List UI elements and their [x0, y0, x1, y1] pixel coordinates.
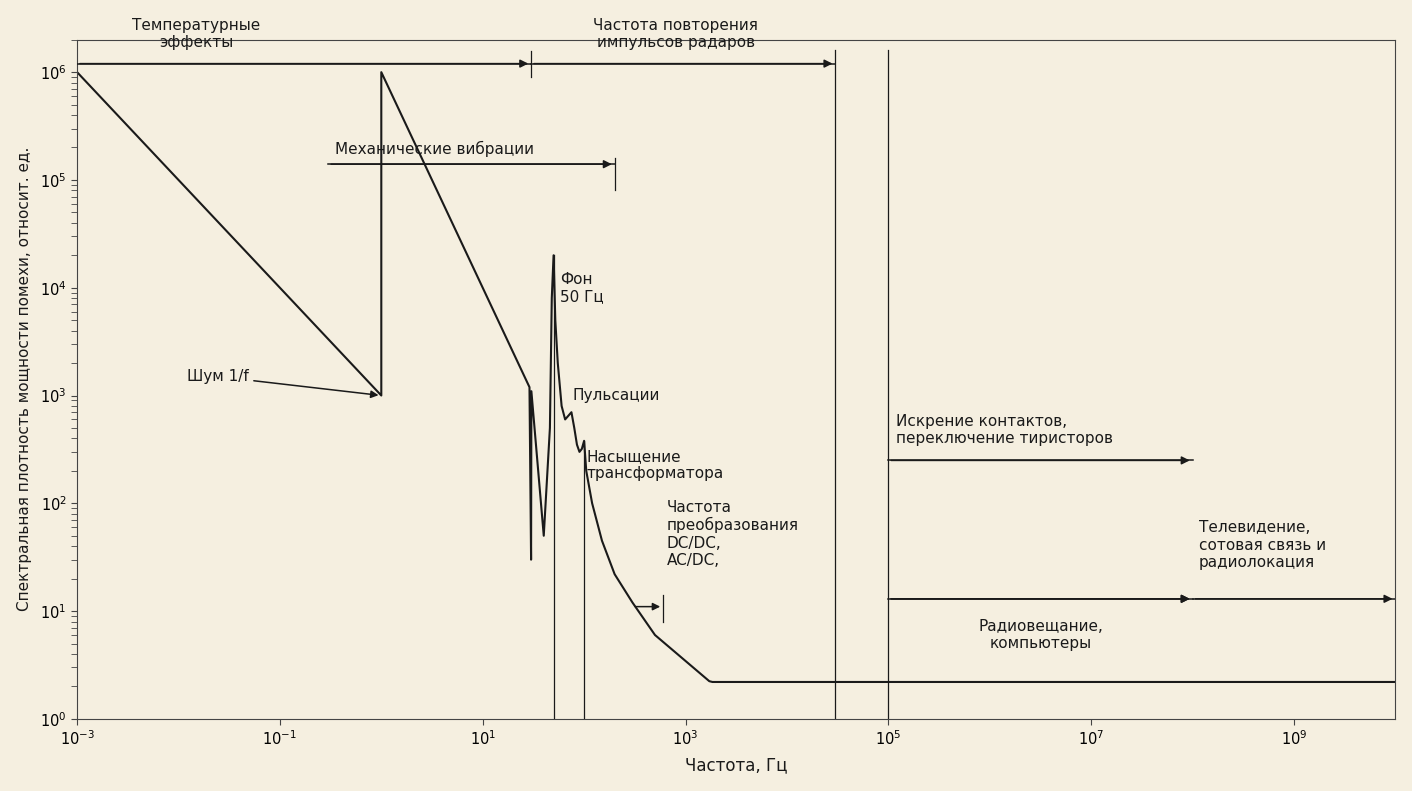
Text: Радиовещание,
компьютеры: Радиовещание, компьютеры [979, 619, 1103, 651]
Text: Телевидение,
сотовая связь и
радиолокация: Телевидение, сотовая связь и радиолокаци… [1199, 520, 1326, 570]
Text: Искрение контактов,
переключение тиристоров: Искрение контактов, переключение тиристо… [897, 414, 1113, 446]
Text: Фон
50 Гц: Фон 50 Гц [561, 272, 604, 305]
X-axis label: Частота, Гц: Частота, Гц [685, 756, 788, 774]
Text: Насыщение
трансформатора: Насыщение трансформатора [586, 448, 723, 481]
Text: Частота
преобразования
DC/DC,
AC/DC,: Частота преобразования DC/DC, AC/DC, [666, 500, 799, 568]
Text: Механические вибрации: Механические вибрации [335, 142, 534, 157]
Text: Температурные
эффекты: Температурные эффекты [133, 17, 260, 50]
Text: Пульсации: Пульсации [572, 388, 659, 403]
Text: Частота повторения
импульсов радаров: Частота повторения импульсов радаров [593, 17, 758, 50]
Text: Шум 1/f: Шум 1/f [186, 369, 377, 397]
Y-axis label: Спектральная плотность мощности помехи, относит. ед.: Спектральная плотность мощности помехи, … [17, 147, 31, 611]
